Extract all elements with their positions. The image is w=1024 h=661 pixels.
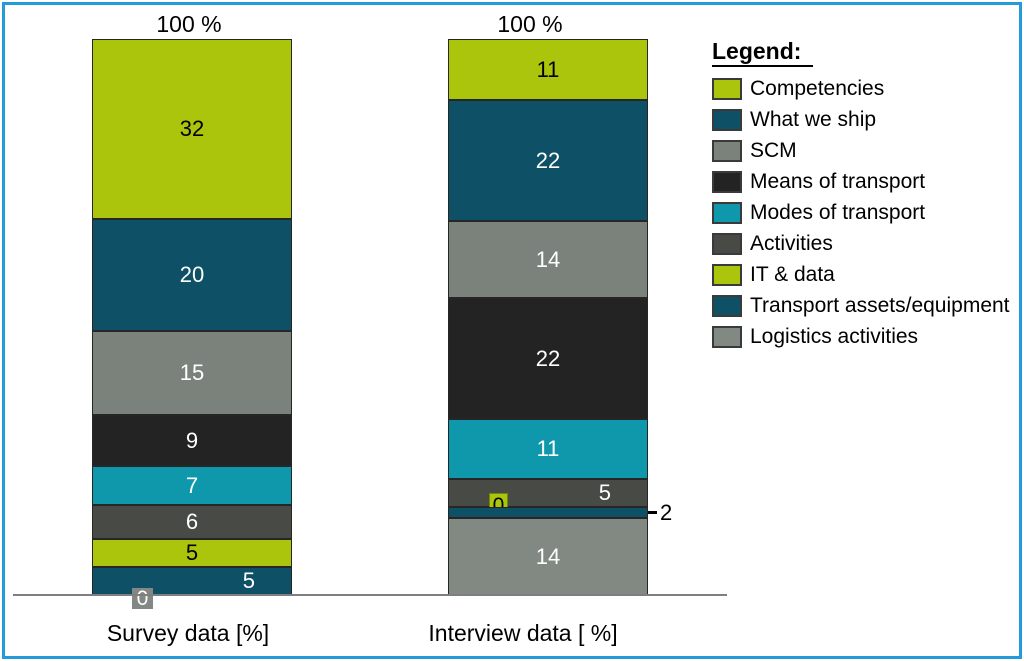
segment-value-label: 32 xyxy=(179,116,205,141)
segment-value-label: 7 xyxy=(185,472,199,498)
segment-value-label: 9 xyxy=(185,427,199,453)
legend-item-label: What we ship xyxy=(750,107,877,131)
bar-segment-means-of-transport: 9 xyxy=(92,415,292,466)
bar-segment-modes-of-transport: 7 xyxy=(92,466,292,505)
bar-segment-logistics-activities: 14 xyxy=(448,518,648,595)
legend-color-chip xyxy=(712,201,742,224)
callout-leader-line xyxy=(648,511,657,514)
segment-value-label: 2 xyxy=(660,499,673,525)
legend-items: Competencies What we ship SCM Means of tran… xyxy=(712,73,1010,352)
legend-item: Activities xyxy=(712,228,1010,259)
segment-value-label: 6 xyxy=(185,509,199,534)
legend-color-chip xyxy=(712,108,742,131)
bar-segment-it-data: 5 xyxy=(92,539,292,567)
legend: Legend: Competencies What we ship SCM Means… xyxy=(712,38,1010,352)
legend-color-chip xyxy=(712,139,742,162)
legend-item-label: Competencies xyxy=(750,76,885,100)
bar-segment-what-we-ship: 20 xyxy=(92,219,292,331)
axis-label-interview: Interview data [ %] xyxy=(428,620,618,646)
segment-value-label: 20 xyxy=(179,262,205,287)
legend-item: What we ship xyxy=(712,104,1010,135)
bar-segment-scm: 15 xyxy=(92,331,292,415)
segment-value-label: 14 xyxy=(535,543,561,569)
segment-value-label: 14 xyxy=(535,246,561,272)
legend-item-label: Logistics activities xyxy=(750,324,919,348)
bar-segment-transport-assets-equipment: 5 xyxy=(92,567,292,595)
bar-segment-competencies: 11 xyxy=(448,39,648,100)
legend-item: Transport assets/equipment xyxy=(712,290,1010,321)
bar-segment-what-we-ship: 22 xyxy=(448,100,648,221)
bar-segment-modes-of-transport: 11 xyxy=(448,419,648,479)
bar-segment-activities: 6 xyxy=(92,505,292,539)
legend-item-label: Means of transport xyxy=(750,169,926,193)
legend-item: Logistics activities xyxy=(712,321,1010,352)
legend-title: Legend: xyxy=(712,38,814,67)
segment-value-label: 22 xyxy=(535,345,561,371)
x-axis-line xyxy=(13,594,727,596)
legend-color-chip xyxy=(712,170,742,193)
bar-segment-transport-assets-equipment xyxy=(448,507,648,518)
segment-value-label: 5 xyxy=(598,480,611,505)
segment-value-label: 15 xyxy=(179,360,205,385)
legend-item-label: SCM xyxy=(750,138,797,162)
legend-item: Modes of transport xyxy=(712,197,1010,228)
bar-segment-activities: 5 xyxy=(448,479,648,507)
bar-total-label-interview: 100 % xyxy=(497,11,563,37)
legend-item-label: IT & data xyxy=(750,262,835,286)
legend-item: Means of transport xyxy=(712,166,1010,197)
bar-total-label-survey: 100 % xyxy=(156,11,222,37)
legend-item: SCM xyxy=(712,135,1010,166)
legend-item: IT & data xyxy=(712,259,1010,290)
segment-value-label: 5 xyxy=(242,568,255,593)
zero-value-box: 0 xyxy=(132,587,153,610)
legend-item-label: Transport assets/equipment xyxy=(750,293,1010,317)
legend-color-chip xyxy=(712,325,742,348)
legend-color-chip xyxy=(712,263,742,286)
axis-label-survey: Survey data [%] xyxy=(106,620,270,646)
legend-item-label: Modes of transport xyxy=(750,200,926,224)
bar-segment-means-of-transport: 22 xyxy=(448,298,648,419)
segment-value-label: 22 xyxy=(535,147,561,173)
legend-color-chip xyxy=(712,77,742,100)
legend-color-chip xyxy=(712,232,742,255)
segment-value-label: 11 xyxy=(536,56,560,82)
legend-color-chip xyxy=(712,294,742,317)
segment-value-label: 11 xyxy=(536,436,560,461)
bar-segment-scm: 14 xyxy=(448,221,648,298)
legend-item-label: Activities xyxy=(750,231,833,255)
segment-value-label: 5 xyxy=(185,540,199,565)
legend-item: Competencies xyxy=(712,73,1010,104)
bar-segment-competencies: 32 xyxy=(92,39,292,219)
